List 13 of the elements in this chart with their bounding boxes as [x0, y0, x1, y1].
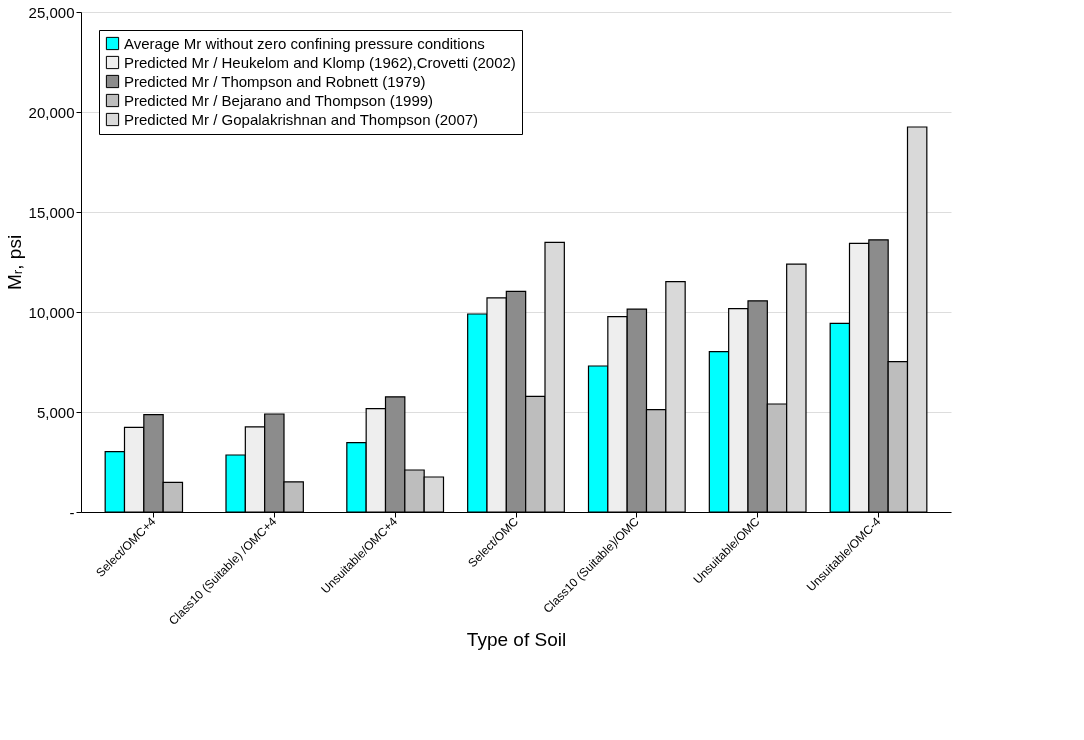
legend-label: Predicted Mr / Gopalakrishnan and Thompson (2007) [124, 110, 479, 128]
y-axis-title: Mᵣ, psi [3, 234, 25, 291]
x-axis-title: Type of Soil [466, 629, 567, 651]
legend-label: Predicted Mr / Heukelom and Klomp (1962),Crovetti (2002) [124, 53, 516, 71]
y-tick-label: 15,000 [28, 203, 75, 221]
y-tick-label: 5,000 [36, 403, 75, 421]
y-tick-label: 20,000 [28, 103, 75, 121]
legend-label: Predicted Mr / Bejarano and Thompson (1999) [124, 91, 434, 109]
y-tick-label: 25,000 [28, 3, 75, 21]
y-tick-label: - [69, 503, 75, 521]
legend-label: Predicted Mr / Thompson and Robnett (1979) [124, 72, 426, 90]
legend-label: Average Mr without zero confining pressure conditions [124, 34, 485, 52]
y-tick-label: 10,000 [28, 303, 75, 321]
